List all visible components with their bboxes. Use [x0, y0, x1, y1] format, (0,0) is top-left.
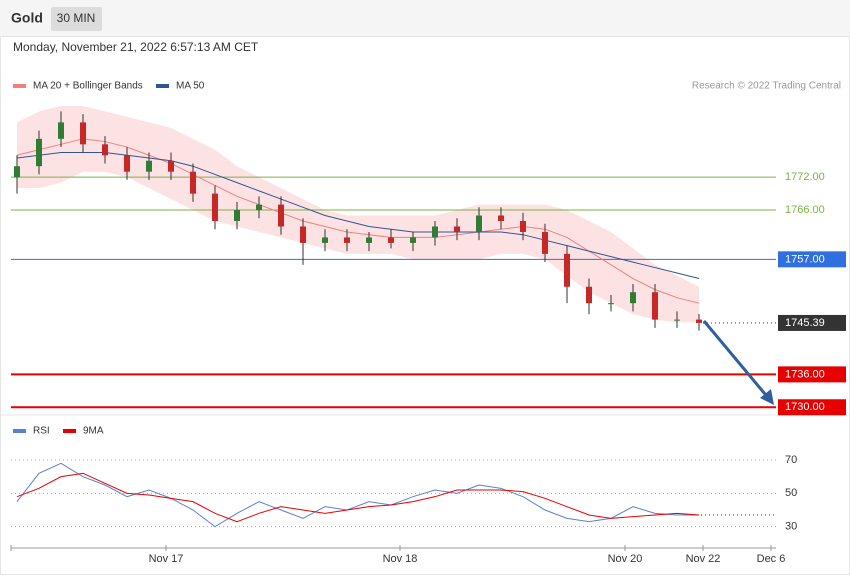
- candle-body: [58, 122, 64, 139]
- ma50-line: [16, 152, 700, 280]
- candle-body: [630, 292, 636, 304]
- candle-body: [586, 286, 592, 304]
- candle-body: [190, 171, 196, 194]
- candle-body: [256, 204, 262, 211]
- candle-body: [278, 204, 284, 227]
- candle-body: [300, 226, 306, 243]
- level-label: 1772.00: [785, 171, 825, 183]
- level-box: [778, 366, 846, 383]
- level-label: 1736.00: [785, 368, 825, 380]
- legend-label: MA 20 + Bollinger Bands: [33, 81, 143, 92]
- candle-body: [432, 226, 438, 238]
- x-tick-label: Nov 17: [149, 553, 184, 565]
- candle-body: [542, 231, 548, 254]
- bollinger-band: [17, 105, 699, 323]
- interval[interactable]: 30 MIN: [57, 11, 96, 25]
- credit: Research © 2022 Trading Central: [692, 81, 841, 92]
- ma20-line: [16, 138, 700, 304]
- candle-body: [168, 160, 174, 172]
- level-box: [778, 251, 846, 268]
- rsi-line: [16, 462, 699, 528]
- level-label: 1766.00: [785, 204, 825, 216]
- candle-body: [14, 166, 20, 178]
- candle-body: [498, 215, 504, 221]
- legend-label: RSI: [33, 426, 50, 437]
- candle-body: [366, 237, 372, 243]
- candle-body: [674, 319, 680, 321]
- header-bar: [0, 0, 850, 36]
- rsi-line: [16, 472, 700, 523]
- y-tick-label: 70: [785, 454, 797, 466]
- y-tick-label: 30: [785, 521, 797, 533]
- legend-swatch: [63, 429, 76, 433]
- legend-label: MA 50: [176, 81, 205, 92]
- x-tick-label: Dec 6: [757, 553, 786, 565]
- candle-body: [564, 253, 570, 287]
- candle-body: [102, 144, 108, 156]
- arrow-head: [760, 389, 774, 405]
- candle-body: [322, 237, 328, 243]
- level-label: 1757.00: [785, 253, 825, 265]
- candle-body: [124, 155, 130, 172]
- x-tick-label: Nov 18: [383, 553, 418, 565]
- candle-body: [344, 237, 350, 243]
- legend-swatch: [13, 429, 26, 433]
- legend-swatch: [156, 84, 169, 88]
- legend-swatch: [13, 84, 26, 88]
- candle-body: [476, 215, 482, 232]
- candle-body: [410, 237, 416, 243]
- candle-body: [234, 210, 240, 221]
- candle-body: [388, 237, 394, 243]
- candle-body: [36, 138, 42, 167]
- candle-body: [212, 193, 218, 221]
- symbol: Gold: [11, 10, 43, 26]
- candle-body: [80, 122, 86, 145]
- candle-body: [608, 303, 614, 305]
- timestamp: Monday, November 21, 2022 6:57:13 AM CET: [13, 40, 259, 54]
- x-tick-label: Nov 22: [686, 553, 721, 565]
- candle-body: [454, 226, 460, 232]
- level-box: [778, 399, 846, 416]
- candle-body: [652, 292, 658, 320]
- legend-label: 9MA: [83, 426, 104, 437]
- forecast-arrow: [702, 320, 772, 401]
- candle-body: [520, 221, 526, 232]
- interval-pill[interactable]: [51, 7, 102, 31]
- x-tick-label: Nov 20: [608, 553, 643, 565]
- level-label: 1730.00: [785, 401, 825, 413]
- level-label: 1745.39: [785, 317, 825, 329]
- level-box: [778, 314, 846, 331]
- y-tick-label: 50: [785, 487, 797, 499]
- candle-body: [696, 319, 702, 323]
- candle-body: [146, 160, 152, 172]
